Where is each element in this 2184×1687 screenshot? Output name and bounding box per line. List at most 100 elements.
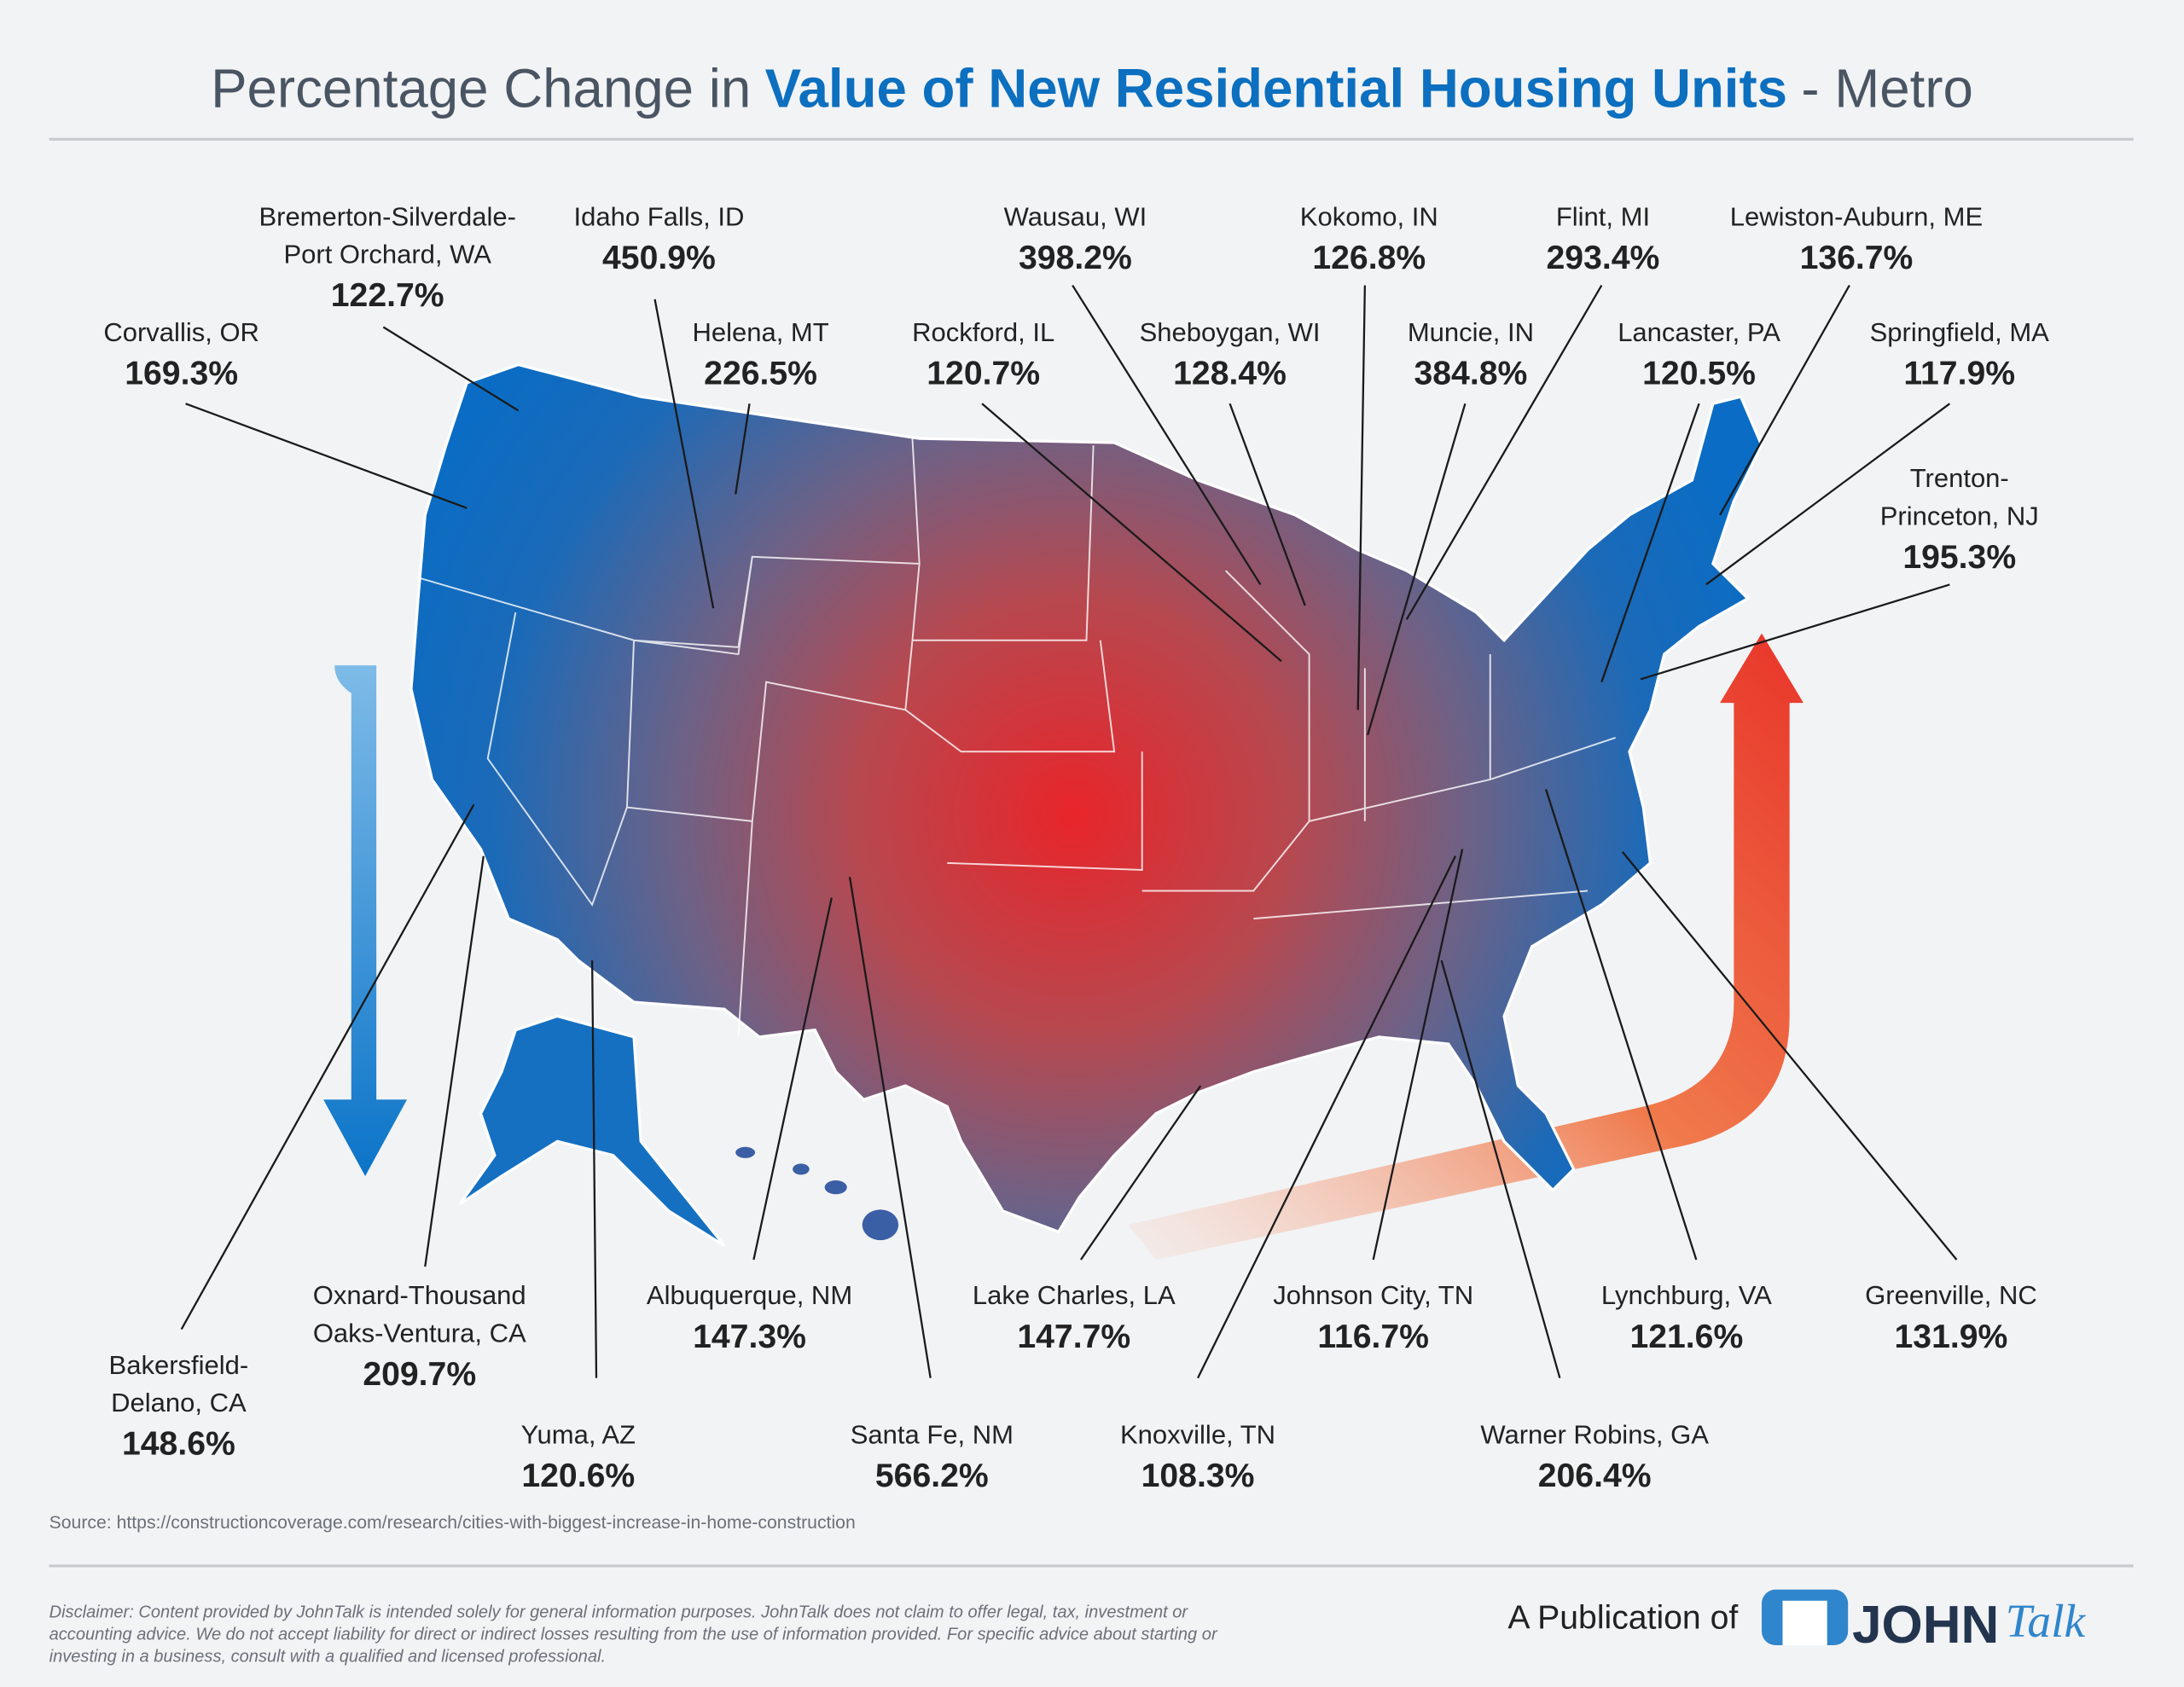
- publisher-prefix: A Publication of: [1507, 1599, 1738, 1636]
- city-name: Delano, CA: [111, 1388, 247, 1417]
- leader-line: [1356, 285, 1367, 710]
- city-value: 293.4%: [1547, 240, 1660, 276]
- disclaimer-line: Disclaimer: Content provided by JohnTalk…: [49, 1603, 1189, 1621]
- city-value: 121.6%: [1629, 1319, 1743, 1355]
- city-value: 116.7%: [1317, 1319, 1429, 1355]
- leader-line: [735, 403, 751, 495]
- leader-line: [1072, 284, 1262, 586]
- source: Source: https://constructioncoverage.com…: [49, 1513, 856, 1533]
- leader-line: [424, 855, 485, 1267]
- logo-script: Talk: [2006, 1596, 2087, 1648]
- logo-main: JOHN: [1852, 1596, 1999, 1655]
- city-value: 147.7%: [1017, 1319, 1130, 1355]
- city-value: 148.6%: [122, 1425, 235, 1462]
- city-name: Knoxville, TN: [1120, 1419, 1275, 1449]
- leader-line: [1405, 284, 1603, 620]
- city-name: Kokomo, IN: [1300, 201, 1438, 231]
- city-name: Lynchburg, VA: [1601, 1280, 1772, 1310]
- city-value: 131.9%: [1895, 1319, 2008, 1355]
- city-value: 136.7%: [1800, 240, 1914, 276]
- disclaimer-line: investing in a business, consult with a …: [49, 1648, 606, 1667]
- up-arrow: [1128, 633, 1804, 1260]
- disclaimer: Disclaimer: Content provided by JohnTalk…: [49, 1603, 1218, 1666]
- city-name: Santa Fe, NM: [851, 1419, 1014, 1449]
- leader-line: [590, 960, 598, 1378]
- city-name: Albuquerque, NM: [647, 1280, 852, 1310]
- alaska: [458, 1014, 726, 1248]
- leader-line: [981, 403, 1282, 663]
- city-name: Helena, MT: [692, 317, 828, 347]
- city-value: 209.7%: [363, 1356, 476, 1393]
- city-value: 206.4%: [1538, 1458, 1652, 1494]
- leader-line: [180, 803, 475, 1330]
- city-value: 108.3%: [1141, 1458, 1255, 1494]
- title-emphasis: Value of New Residential Housing Units: [765, 59, 1787, 119]
- city-value: 147.3%: [693, 1319, 806, 1355]
- title-tail: - Metro: [1801, 59, 1973, 119]
- city-name: Wausau, WI: [1004, 201, 1147, 231]
- leader-line: [1372, 849, 1464, 1261]
- city-value: 195.3%: [1902, 539, 2016, 576]
- leader-line: [1705, 403, 1951, 586]
- city-name: Lancaster, PA: [1618, 317, 1780, 347]
- city-name: Port Orchard, WA: [283, 239, 491, 269]
- leader-line: [382, 326, 520, 412]
- city-name: Trenton-: [1910, 463, 2009, 493]
- leader-line: [1640, 583, 1950, 681]
- city-value: 120.5%: [1642, 355, 1756, 391]
- city-name: Springfield, MA: [1870, 317, 2050, 347]
- city-value: 226.5%: [704, 355, 817, 391]
- title-lead: Percentage Change in: [211, 59, 751, 119]
- logo-door: [1782, 1600, 1827, 1646]
- city-name: Lake Charles, LA: [973, 1280, 1176, 1310]
- city-name: Idaho Falls, ID: [574, 201, 745, 231]
- leader-line: [1544, 789, 1698, 1261]
- city-name: Lewiston-Auburn, ME: [1730, 201, 1983, 231]
- city-name: Princeton, NJ: [1880, 501, 2039, 530]
- leader-line: [848, 876, 932, 1378]
- city-value: 120.7%: [926, 355, 1040, 391]
- city-value: 126.8%: [1312, 240, 1426, 276]
- leader-line: [185, 403, 468, 509]
- labels: Corvallis, OR 169.3% Bremerton-Silverdale-…: [103, 201, 2049, 1494]
- hawaii: [735, 1146, 899, 1241]
- leader-line: [1228, 403, 1306, 606]
- city-value: 120.6%: [521, 1458, 635, 1494]
- city-value: 384.8%: [1414, 355, 1528, 391]
- city-name: Sheboygan, WI: [1140, 317, 1321, 347]
- leader-line: [752, 897, 833, 1261]
- disclaimer-line: accounting advice. We do not accept liab…: [49, 1626, 1218, 1644]
- city-name: Rockford, IL: [912, 317, 1054, 347]
- city-name: Warner Robins, GA: [1480, 1419, 1709, 1449]
- city-name: Muncie, IN: [1408, 317, 1534, 347]
- leader-line: [1719, 285, 1850, 516]
- logo: JOHN Talk: [1761, 1589, 2087, 1655]
- down-arrow: [323, 665, 408, 1177]
- city-name: Bakersfield-: [109, 1350, 249, 1380]
- leader-line: [1440, 959, 1561, 1379]
- city-value: 398.2%: [1019, 240, 1132, 276]
- city-value: 117.9%: [1903, 355, 2015, 391]
- city-value: 450.9%: [602, 240, 716, 276]
- leader-line: [1197, 855, 1456, 1379]
- city-value: 566.2%: [875, 1458, 989, 1494]
- city-name: Johnson City, TN: [1273, 1280, 1473, 1310]
- city-value: 128.4%: [1173, 355, 1287, 391]
- city-name: Bremerton-Silverdale-: [258, 201, 516, 231]
- city-name: Corvallis, OR: [103, 317, 259, 347]
- city-name: Greenville, NC: [1865, 1280, 2037, 1310]
- city-value: 169.3%: [125, 355, 238, 391]
- title: Percentage Change in Value of New Residen…: [211, 59, 1973, 119]
- city-name: Oaks-Ventura, CA: [313, 1318, 526, 1348]
- city-name: Flint, MI: [1556, 201, 1650, 231]
- leader-line: [1600, 403, 1700, 683]
- leader-line: [1080, 1085, 1202, 1261]
- leader-line: [653, 299, 715, 609]
- state-borders: [417, 438, 1616, 1037]
- leader-line: [1367, 403, 1467, 736]
- leader-line: [1621, 851, 1958, 1261]
- city-name: Oxnard-Thousand: [313, 1280, 526, 1310]
- city-name: Yuma, AZ: [521, 1419, 636, 1449]
